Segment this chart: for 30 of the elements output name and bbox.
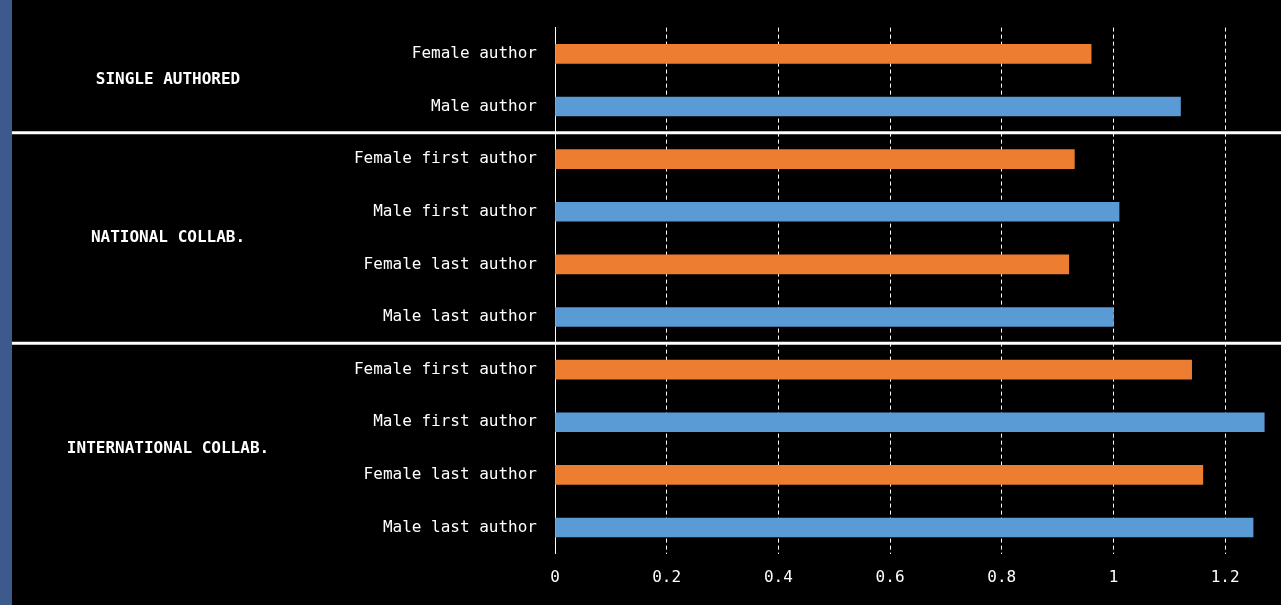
bar bbox=[555, 254, 1070, 275]
y-tick-label: Male first author bbox=[373, 200, 538, 220]
y-tick-label: Female last author bbox=[363, 464, 538, 484]
y-tick-label: Male first author bbox=[373, 411, 538, 431]
bar bbox=[555, 465, 1204, 485]
y-tick-label: Male last author bbox=[382, 306, 538, 326]
bar bbox=[555, 412, 1265, 433]
text: SINGLE AUTHORED bbox=[95, 69, 241, 89]
bar bbox=[555, 201, 1120, 222]
y-tick-label: Male author bbox=[431, 95, 538, 115]
text: INTERNATIONAL COLLAB. bbox=[66, 437, 270, 457]
bar bbox=[555, 359, 1192, 380]
bar bbox=[555, 96, 1181, 117]
bar bbox=[555, 517, 1254, 538]
x-tick-label: 1.2 bbox=[1210, 566, 1240, 586]
x-tick-label: 0.2 bbox=[652, 566, 682, 586]
text: NATIONAL COLLAB. bbox=[90, 227, 246, 247]
x-tick-label: 0.4 bbox=[763, 566, 793, 586]
x-tick-label: 0.8 bbox=[987, 566, 1017, 586]
x-tick-label: 1 bbox=[1108, 566, 1119, 586]
y-tick-label: Male last author bbox=[382, 516, 538, 536]
y-tick-label: Female author bbox=[411, 43, 538, 63]
y-tick-label: Female first author bbox=[353, 358, 538, 378]
x-tick-label: 0 bbox=[550, 566, 560, 586]
bar bbox=[555, 44, 1092, 64]
y-tick-label: Female last author bbox=[363, 253, 538, 273]
x-tick-label: 0.6 bbox=[875, 566, 905, 586]
y-tick-label: Female first author bbox=[353, 148, 538, 168]
bar bbox=[555, 149, 1075, 169]
bar bbox=[555, 307, 1114, 327]
